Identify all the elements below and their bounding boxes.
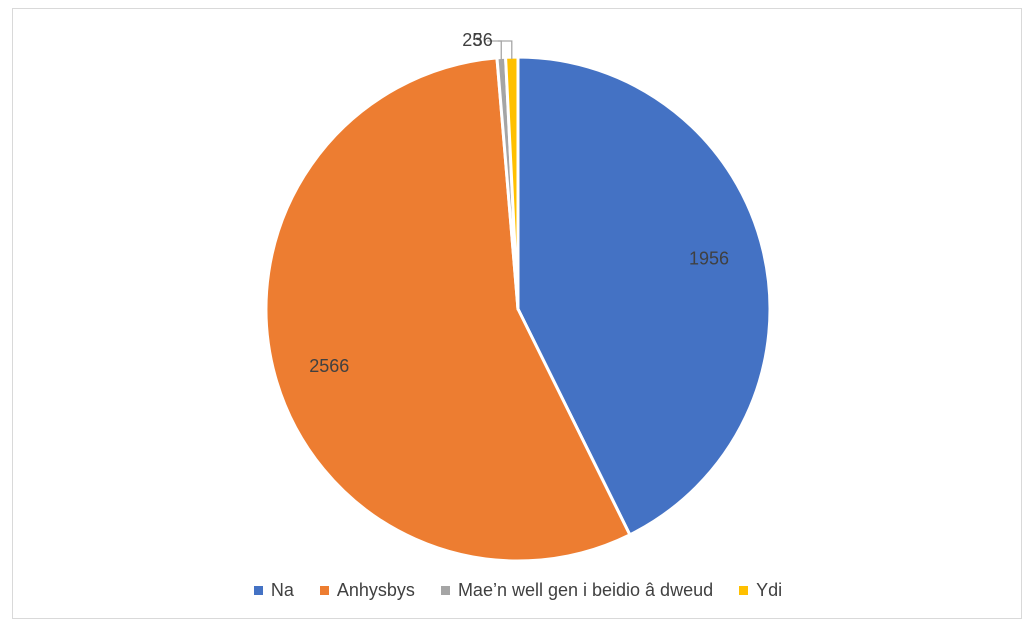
data-label-25: 25 xyxy=(462,30,482,50)
pie-slice-na xyxy=(516,55,772,537)
data-label-36: 36 xyxy=(473,30,493,50)
leader-line-36 xyxy=(497,40,513,60)
data-label-2566: 2566 xyxy=(309,356,349,376)
legend-item-anhysbys: Anhysbys xyxy=(319,580,415,601)
pie-slices xyxy=(264,55,772,563)
legend-item-ydi: Ydi xyxy=(739,580,782,601)
chart-area: 1956 2566 25 36 Na Anhysbys Mae’n well gen … xyxy=(12,8,1022,619)
legend-label-prefer-not-to-say: Mae’n well gen i beidio â dweud xyxy=(457,580,714,600)
legend-swatch-na xyxy=(253,586,263,595)
legend-label-na: Na xyxy=(270,580,294,600)
legend-item-na: Na xyxy=(253,580,294,601)
legend-label-anhysbys: Anhysbys xyxy=(336,580,415,600)
legend-swatch-anhysbys xyxy=(319,586,329,595)
data-label-1956: 1956 xyxy=(689,248,729,268)
legend-item-prefer-not-to-say: Mae’n well gen i beidio â dweud xyxy=(440,580,714,601)
legend-swatch-prefer-not-to-say xyxy=(440,586,450,595)
pie-slice-anhysbys xyxy=(264,56,632,563)
legend-swatch-ydi xyxy=(739,586,749,595)
legend-label-ydi: Ydi xyxy=(756,580,783,600)
legend: Na Anhysbys Mae’n well gen i beidio â dw… xyxy=(13,580,1023,601)
leader-lines xyxy=(487,40,513,60)
